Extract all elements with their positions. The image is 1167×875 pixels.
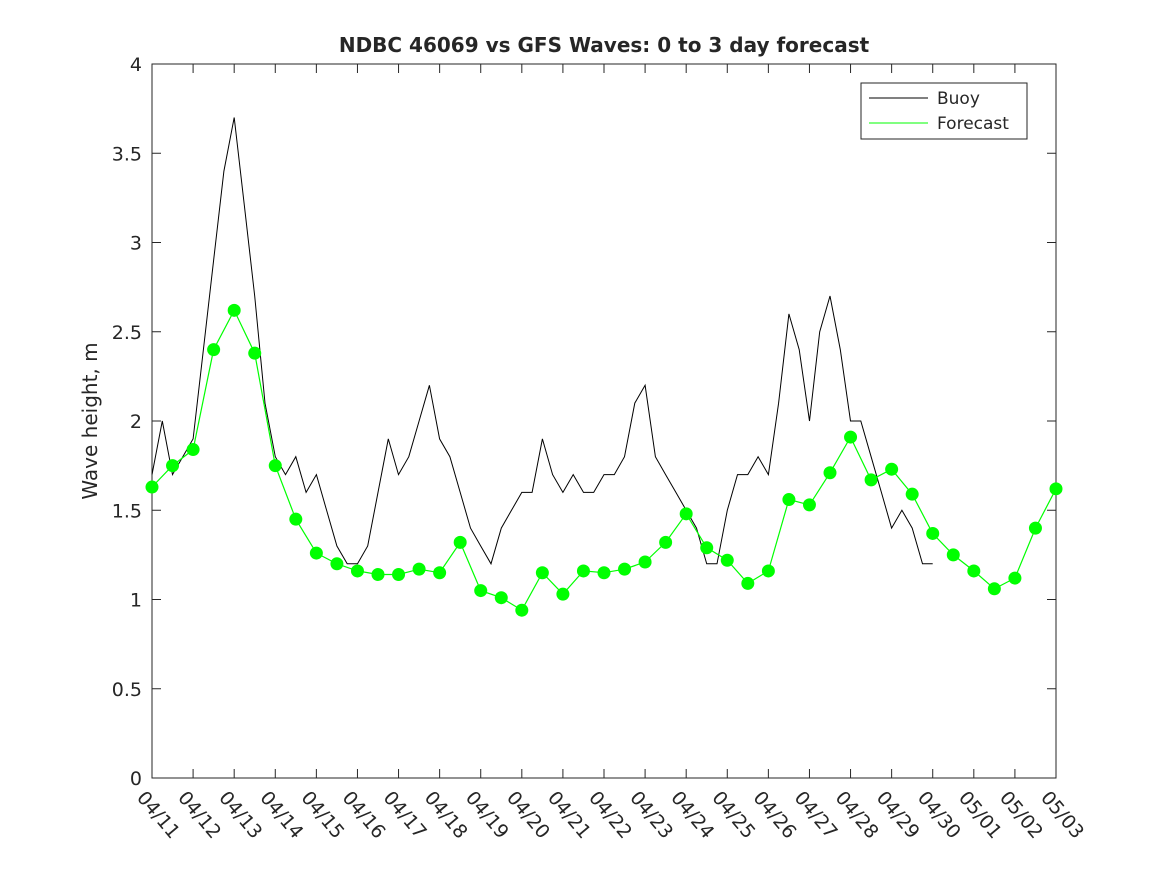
forecast-point [433,566,447,580]
y-tick-label: 2 [130,411,142,433]
forecast-point [1028,521,1042,535]
forecast-point [679,507,693,521]
forecast-point [700,541,714,555]
forecast-point [926,526,940,540]
forecast-point [1008,571,1022,585]
forecast-point [987,582,1001,596]
legend-box [860,82,1028,140]
forecast-point [392,568,406,582]
forecast-point [782,493,796,507]
forecast-point [248,346,262,360]
forecast-point [371,568,385,582]
forecast-point [864,473,878,487]
forecast-point [350,564,364,578]
axes-box [151,63,1057,779]
forecast-point [474,584,488,598]
plot-area: 00.511.522.533.5404/1104/1204/1304/1404/… [112,54,1088,843]
y-tick-label: 3 [130,233,142,255]
forecast-point [905,487,919,501]
forecast-point [720,553,734,567]
forecast-point [967,564,981,578]
forecast-point [289,512,303,526]
legend-buoy-label: Buoy [937,89,980,109]
forecast-point [823,466,837,480]
forecast-point [494,591,508,605]
y-tick-label: 0 [130,768,142,790]
forecast-point [556,587,570,601]
forecast-point [576,564,590,578]
y-tick-label: 1 [130,590,142,612]
forecast-point [145,480,159,494]
y-tick-label: 1.5 [112,500,142,522]
y-tick-label: 0.5 [112,679,142,701]
forecast-point [659,535,673,549]
y-tick-label: 2.5 [112,322,142,344]
forecast-point [844,430,858,444]
y-axis-label: Wave height, m [78,342,102,499]
forecast-point [166,459,180,473]
forecast-point [761,564,775,578]
y-tick-label: 3.5 [112,143,142,165]
chart-title: NDBC 46069 vs GFS Waves: 0 to 3 day fore… [339,33,870,57]
forecast-point [741,576,755,590]
forecast-point [207,343,221,357]
forecast-point [309,546,323,560]
buoy-line [151,117,933,566]
legend-forecast-label: Forecast [937,114,1009,134]
forecast-point [330,557,344,571]
forecast-point [412,562,426,576]
forecast-point [597,566,611,580]
forecast-point [802,498,816,512]
legend: Buoy Forecast [860,82,1028,140]
forecast-point [515,603,529,617]
forecast-point [638,555,652,569]
forecast-point [268,459,282,473]
forecast-point [535,566,549,580]
forecast-point [618,562,632,576]
forecast-point [453,535,467,549]
y-tick-label: 4 [130,54,142,76]
forecast-point [885,462,899,476]
forecast-point [946,548,960,562]
forecast-point [227,303,241,317]
forecast-point [186,443,200,457]
forecast-point [1049,482,1063,496]
